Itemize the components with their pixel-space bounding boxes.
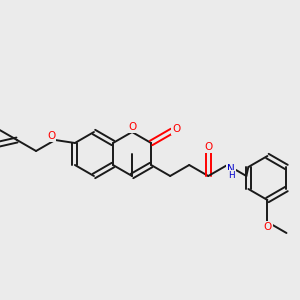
Text: O: O <box>172 124 180 134</box>
Text: H: H <box>228 170 235 179</box>
Text: O: O <box>204 142 212 152</box>
Text: O: O <box>47 131 55 141</box>
Text: O: O <box>263 222 272 232</box>
Text: O: O <box>128 122 136 132</box>
Text: N: N <box>227 164 235 174</box>
